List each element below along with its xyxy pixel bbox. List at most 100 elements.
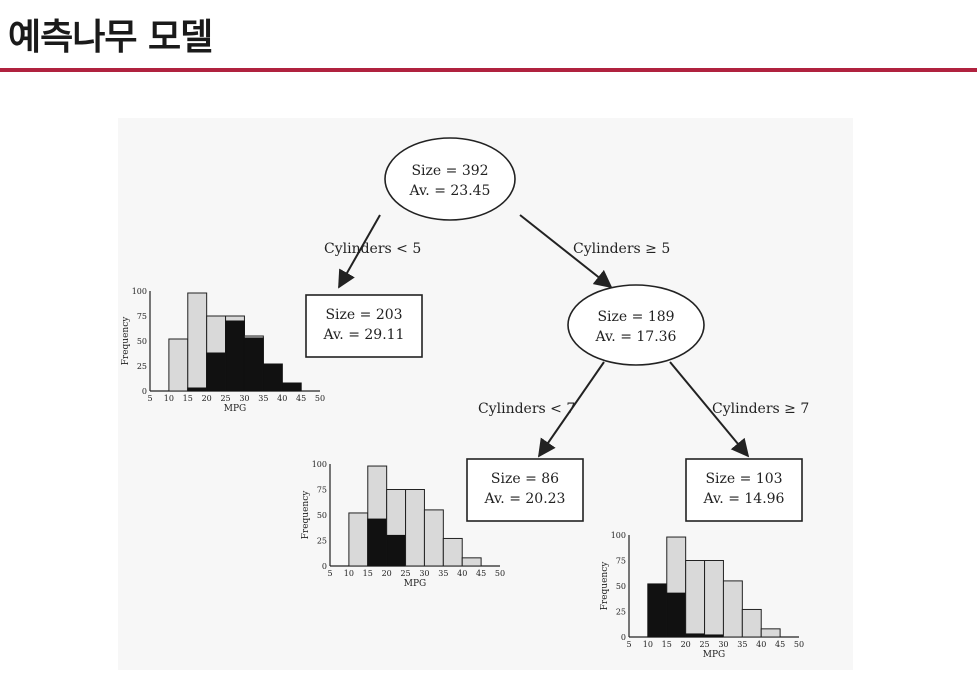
node-left-avg: Av. = 29.11 bbox=[323, 327, 405, 343]
x-tick-label: 30 bbox=[419, 569, 429, 578]
edge-label-cyl-lt5: Cylinders < 5 bbox=[324, 241, 421, 257]
y-tick-label: 0 bbox=[142, 387, 147, 396]
x-tick-label: 30 bbox=[239, 394, 249, 403]
histogram-bar-highlight bbox=[187, 387, 208, 392]
histogram-bar-highlight bbox=[704, 634, 724, 638]
histogram-bar-highlight bbox=[685, 633, 706, 638]
edge-mid-right bbox=[669, 361, 750, 458]
x-tick-label: 5 bbox=[327, 569, 332, 578]
x-tick-label: 5 bbox=[147, 394, 152, 403]
y-tick-label: 100 bbox=[611, 531, 626, 540]
histogram-bar bbox=[168, 338, 189, 392]
histogram-bar-highlight bbox=[243, 337, 264, 392]
x-tick-label: 45 bbox=[476, 569, 486, 578]
histogram-bar-highlight bbox=[666, 592, 687, 638]
histogram-bar bbox=[685, 560, 706, 638]
x-tick-label: 50 bbox=[315, 394, 325, 403]
histogram-bar bbox=[348, 512, 369, 567]
edge-label-cyl-ge5: Cylinders ≥ 5 bbox=[573, 241, 670, 257]
x-tick-label: 15 bbox=[183, 394, 193, 403]
y-tick-label: 100 bbox=[312, 460, 327, 469]
y-tick-label: 75 bbox=[137, 312, 147, 321]
y-tick-label: 25 bbox=[317, 537, 327, 546]
x-tick-label: 35 bbox=[737, 640, 747, 649]
histogram-bar-highlight bbox=[281, 382, 302, 392]
y-tick-label: 50 bbox=[616, 582, 626, 591]
histogram-left: 5 10 15 20 25 30 35 40 45 50 0 25 50 75 100 MPG Frequenc… bbox=[121, 287, 325, 414]
y-tick-label: 75 bbox=[317, 486, 327, 495]
histogram-bar bbox=[442, 537, 463, 567]
x-tick-label: 15 bbox=[662, 640, 672, 649]
x-axis-label: MPG bbox=[404, 579, 426, 589]
y-tick-label: 50 bbox=[317, 511, 327, 520]
node-lower-left-avg: Av. = 20.23 bbox=[484, 491, 566, 507]
histogram-bar bbox=[405, 489, 425, 567]
y-tick-label: 100 bbox=[132, 287, 147, 296]
edge-root-right bbox=[519, 214, 613, 289]
x-tick-label: 15 bbox=[363, 569, 373, 578]
histogram-lower-left: 5 10 15 20 25 30 35 40 45 50 0 25 50 75 100 MPG Frequenc… bbox=[301, 460, 505, 589]
tree-node-right: Size = 189 Av. = 17.36 bbox=[567, 284, 705, 366]
node-right-size: Size = 189 bbox=[597, 309, 674, 325]
x-tick-label: 20 bbox=[382, 569, 392, 578]
x-tick-label: 30 bbox=[718, 640, 728, 649]
page-title: 예측나무 모델 bbox=[8, 17, 213, 58]
y-tick-label: 25 bbox=[137, 362, 147, 371]
x-tick-label: 25 bbox=[400, 569, 410, 578]
y-tick-label: 0 bbox=[322, 562, 327, 571]
x-tick-label: 25 bbox=[220, 394, 230, 403]
histogram-bar bbox=[704, 560, 724, 638]
histogram-lower-right: 5 10 15 20 25 30 35 40 45 50 0 25 50 75 100 MPG Frequenc… bbox=[600, 531, 804, 660]
y-axis-label: Frequency bbox=[301, 490, 311, 540]
x-axis-label: MPG bbox=[224, 404, 246, 414]
node-lower-right-avg: Av. = 14.96 bbox=[703, 491, 785, 507]
x-tick-label: 50 bbox=[794, 640, 804, 649]
x-tick-label: 40 bbox=[277, 394, 287, 403]
tree-node-left-leaf: Size = 203 Av. = 29.11 bbox=[305, 294, 423, 358]
edge-mid-left bbox=[537, 361, 605, 458]
x-tick-label: 20 bbox=[202, 394, 212, 403]
histogram-bar-highlight bbox=[386, 534, 407, 567]
node-lower-left-size: Size = 86 bbox=[491, 471, 559, 487]
edge-label-cyl-lt7: Cylinders < 7 bbox=[478, 401, 575, 417]
node-lower-right-size: Size = 103 bbox=[705, 471, 782, 487]
histogram-bar bbox=[722, 580, 743, 638]
x-tick-label: 10 bbox=[643, 640, 653, 649]
histogram-bar bbox=[187, 292, 208, 392]
decision-tree-figure: Cylinders < 5 Cylinders ≥ 5 Cylinders < … bbox=[118, 118, 853, 670]
histogram-bar-highlight bbox=[225, 320, 245, 392]
histogram-bar bbox=[461, 557, 482, 567]
node-root-avg: Av. = 23.45 bbox=[409, 183, 491, 199]
histogram-bar bbox=[760, 628, 781, 638]
x-tick-label: 35 bbox=[258, 394, 268, 403]
x-tick-label: 50 bbox=[495, 569, 505, 578]
node-right-avg: Av. = 17.36 bbox=[595, 329, 677, 345]
x-tick-label: 5 bbox=[626, 640, 631, 649]
x-tick-label: 35 bbox=[438, 569, 448, 578]
tree-node-lower-left-leaf: Size = 86 Av. = 20.23 bbox=[466, 458, 584, 522]
edge-label-cyl-ge7: Cylinders ≥ 7 bbox=[712, 401, 809, 417]
edge-root-left bbox=[338, 214, 381, 289]
histogram-bar-highlight bbox=[262, 363, 283, 392]
histogram-bar-highlight bbox=[206, 352, 227, 392]
y-tick-label: 0 bbox=[621, 633, 626, 642]
histogram-bar bbox=[741, 608, 762, 638]
y-axis-label: Frequency bbox=[121, 316, 131, 366]
tree-node-lower-right-leaf: Size = 103 Av. = 14.96 bbox=[685, 458, 803, 522]
y-tick-label: 50 bbox=[137, 337, 147, 346]
y-tick-label: 25 bbox=[616, 608, 626, 617]
y-tick-label: 75 bbox=[616, 557, 626, 566]
node-root-size: Size = 392 bbox=[411, 163, 488, 179]
histogram-bar-highlight bbox=[367, 518, 388, 567]
tree-svg: Cylinders < 5 Cylinders ≥ 5 Cylinders < … bbox=[121, 137, 809, 660]
node-left-size: Size = 203 bbox=[325, 307, 402, 323]
histogram-bar-highlight bbox=[647, 583, 668, 638]
x-tick-label: 10 bbox=[344, 569, 354, 578]
x-tick-label: 20 bbox=[681, 640, 691, 649]
title-divider bbox=[0, 68, 977, 72]
histogram-bar bbox=[423, 509, 444, 567]
x-tick-label: 10 bbox=[164, 394, 174, 403]
x-axis-label: MPG bbox=[703, 650, 725, 660]
x-tick-label: 40 bbox=[457, 569, 467, 578]
x-tick-label: 45 bbox=[775, 640, 785, 649]
